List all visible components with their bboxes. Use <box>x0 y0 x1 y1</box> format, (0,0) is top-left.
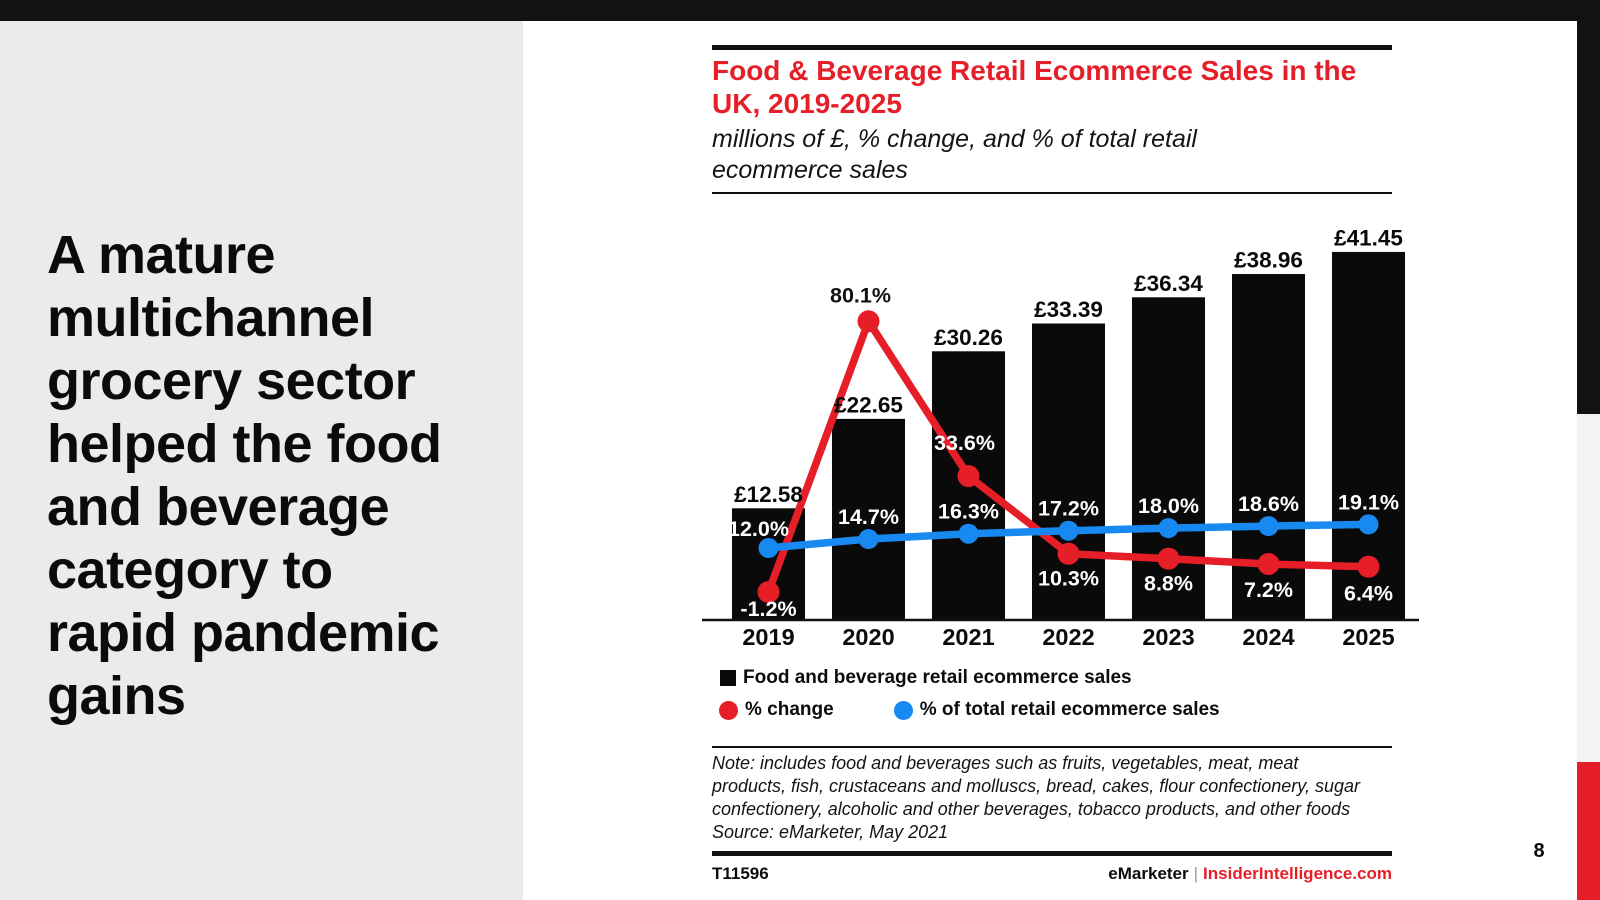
edge-strip-red <box>1577 762 1600 900</box>
bar-2022 <box>1032 323 1105 620</box>
chart-canvas: £12.58 £22.65 £30.26 £33.39 £36.34 £38.96 £41.… <box>702 225 1419 645</box>
pct-change-label-2024: 7.2% <box>1244 578 1293 602</box>
x-axis-label-2024: 2024 <box>1242 624 1294 645</box>
legend-red-label: % change <box>745 699 834 720</box>
pct-of-total-dot-2020 <box>858 529 879 550</box>
headline-panel: A mature multichannel grocery sector hel… <box>0 21 523 900</box>
x-axis-label-2019: 2019 <box>742 624 794 645</box>
footer-brand-site: InsiderIntelligence.com <box>1203 864 1392 883</box>
legend-blue-dot-icon <box>893 700 913 720</box>
chart-note: Note: includes food and beverages such a… <box>712 753 1360 842</box>
headline-text: A mature multichannel grocery sector hel… <box>47 225 442 726</box>
pct-change-dot-2019 <box>757 581 780 603</box>
bar-2020 <box>832 418 905 620</box>
pct-of-total-dot-2022 <box>1058 520 1079 541</box>
legend-red-dot-icon <box>719 700 738 720</box>
pct-of-total-dot-2025 <box>1358 514 1379 535</box>
title-bottom-rule <box>712 192 1392 194</box>
title-top-rule <box>712 45 1392 50</box>
pct-change-label-2021: 33.6% <box>934 431 995 455</box>
pct-change-label-2025: 6.4% <box>1344 582 1393 606</box>
page-number: 8 <box>1533 840 1545 862</box>
pct-of-total-label-2025: 19.1% <box>1338 490 1399 514</box>
x-axis-label-2020: 2020 <box>842 624 894 645</box>
chart-title: Food & Beverage Retail Ecommerce Sales i… <box>712 55 1357 119</box>
x-axis-label-2025: 2025 <box>1342 624 1394 645</box>
pct-of-total-label-2019: 12.0% <box>728 517 789 541</box>
note-top-rule <box>712 746 1392 748</box>
pct-of-total-label-2020: 14.7% <box>838 505 899 529</box>
x-axis-label-2023: 2023 <box>1142 624 1194 645</box>
pct-change-dot-2025 <box>1357 555 1380 578</box>
edge-strip-black <box>1577 21 1600 414</box>
pct-of-total-dot-2021 <box>958 523 979 544</box>
edge-strip-gray <box>1577 414 1600 762</box>
footer-chart-code: T11596 <box>712 864 769 883</box>
x-axis-label-2021: 2021 <box>942 624 994 645</box>
pct-of-total-dot-2019 <box>758 538 779 559</box>
pct-change-dot-2020 <box>857 310 880 333</box>
bar-value-label-2021: £30.26 <box>934 325 1003 350</box>
top-bar <box>0 0 1600 21</box>
pct-change-dot-2021 <box>957 465 980 488</box>
pct-change-label-2020: 80.1% <box>830 283 891 307</box>
pct-change-label-2023: 8.8% <box>1144 572 1193 596</box>
bar-value-label-2025: £41.45 <box>1334 225 1403 250</box>
pct-of-total-label-2024: 18.6% <box>1238 492 1299 516</box>
pct-of-total-label-2022: 17.2% <box>1038 497 1099 521</box>
pct-change-label-2022: 10.3% <box>1038 567 1099 591</box>
pct-change-label-2019: -1.2% <box>740 597 796 621</box>
footer-brand-emarketer: eMarketer <box>1108 864 1189 883</box>
legend-bar-label: Food and beverage retail ecommerce sales <box>743 667 1132 688</box>
legend-blue-label: % of total retail ecommerce sales <box>919 699 1220 720</box>
pct-of-total-label-2021: 16.3% <box>938 500 999 524</box>
pct-of-total-dot-2024 <box>1258 516 1279 537</box>
legend-row-lines: % change % of total retail ecommerce sal… <box>712 699 1220 720</box>
bar-value-label-2023: £36.34 <box>1134 271 1203 296</box>
pct-change-dot-2024 <box>1257 553 1280 576</box>
pct-change-dot-2023 <box>1157 547 1180 570</box>
pct-of-total-dot-2023 <box>1158 518 1179 539</box>
bar-value-label-2024: £38.96 <box>1234 248 1303 273</box>
chart-subtitle: millions of £, % change, and % of total … <box>712 125 1197 184</box>
bar-value-label-2022: £33.39 <box>1034 297 1103 322</box>
pct-change-dot-2022 <box>1057 542 1080 565</box>
pct-of-total-label-2023: 18.0% <box>1138 494 1199 518</box>
legend-row-bars: Food and beverage retail ecommerce sales <box>712 667 1132 688</box>
footer-separator: | <box>1193 864 1199 883</box>
footer-rule <box>712 851 1392 856</box>
x-axis-label-2022: 2022 <box>1042 624 1094 645</box>
footer-brand: eMarketer | InsiderIntelligence.com <box>712 864 1392 884</box>
bar-value-label-2020: £22.65 <box>834 392 903 417</box>
legend-bar-swatch-icon <box>720 670 736 686</box>
bar-value-label-2019: £12.58 <box>734 482 803 507</box>
